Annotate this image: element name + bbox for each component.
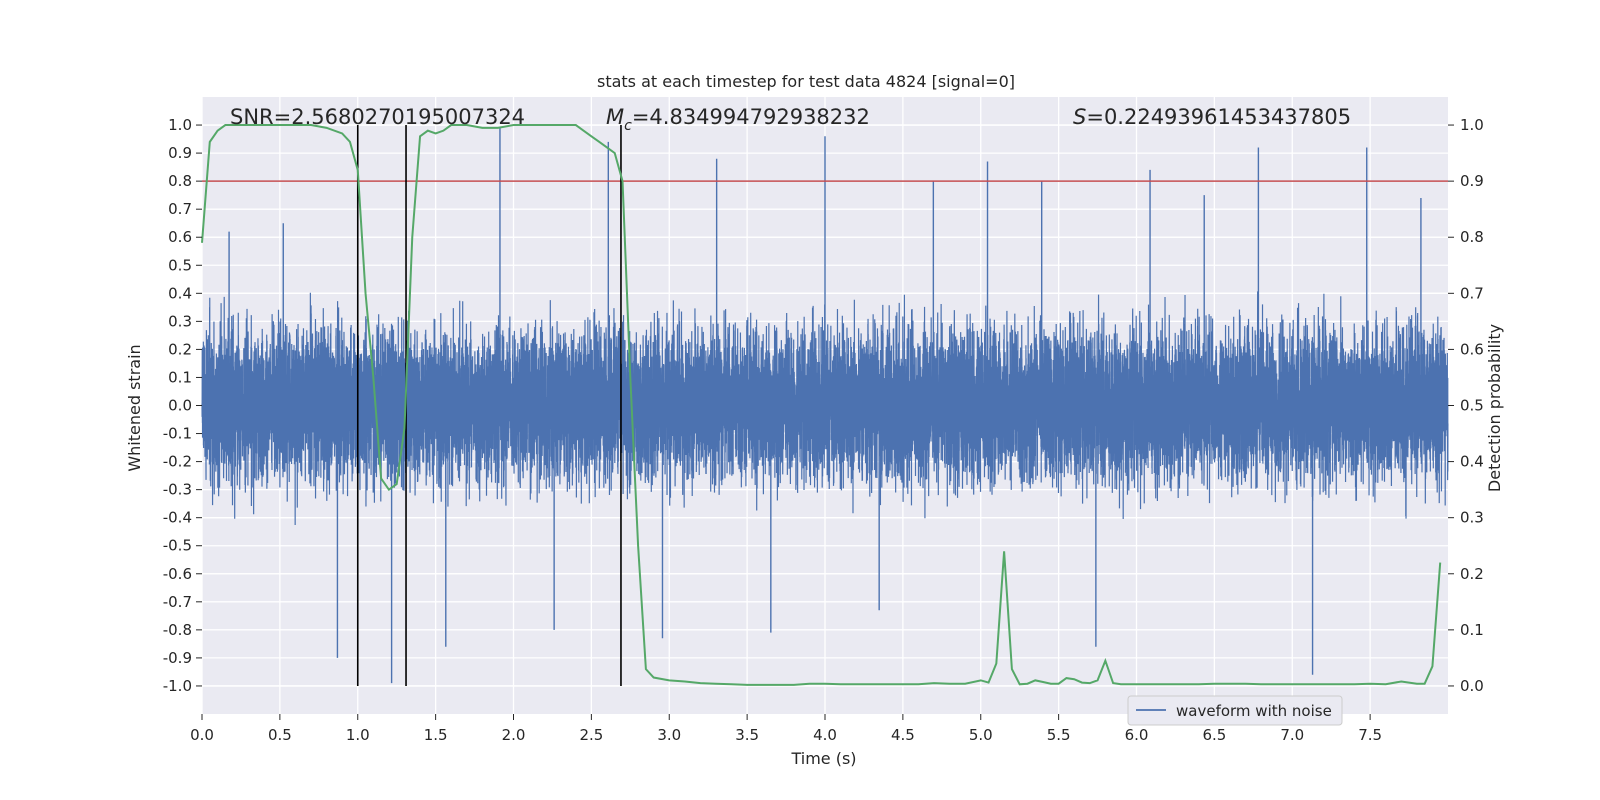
legend-box (1127, 695, 1343, 726)
y-left-tick-label-1: 0.9 (168, 144, 192, 162)
x-tick-label-9: 4.5 (891, 726, 915, 744)
y-left-tick-label-11: -0.1 (163, 425, 192, 443)
x-tick-label-0: 0.0 (190, 726, 214, 744)
x-tick-label-11: 5.5 (1047, 726, 1071, 744)
y-axis-label-left: Whitened strain (125, 344, 144, 471)
y-left-tick-label-9: 0.1 (168, 368, 192, 386)
y-left-tick-label-3: 0.7 (168, 200, 192, 218)
x-tick-label-7: 3.5 (735, 726, 759, 744)
y-left-tick-label-2: 0.8 (168, 172, 192, 190)
y-axis-label-right: Detection probability (1485, 324, 1504, 492)
legend: waveform with noise (1127, 695, 1343, 726)
y-left-tick-label-18: -0.8 (163, 621, 192, 639)
y-right-tick-label-6: 0.4 (1460, 453, 1484, 471)
x-tick-label-8: 4.0 (813, 726, 837, 744)
legend-label-waveform: waveform with noise (1176, 702, 1332, 720)
y-left-tick-label-17: -0.7 (163, 593, 192, 611)
s-statistic-value: =0.22493961453437805 (1086, 105, 1351, 129)
axis-layer: 0.0 0.5 1.0 1.5 2.0 2.5 3.0 3.5 4.0 4.5 5.0 5.5 6.0 6… (163, 116, 1484, 744)
y-right-tick-label-2: 0.8 (1460, 228, 1484, 246)
y-right-tick-label-0: 1.0 (1460, 116, 1484, 134)
y-left-tick-label-16: -0.6 (163, 565, 192, 583)
x-tick-label-10: 5.0 (969, 726, 993, 744)
waveform-layer (201, 127, 1449, 684)
x-tick-label-2: 1.0 (346, 726, 370, 744)
chirp-mass-symbol: M (606, 105, 624, 129)
x-tick-label-6: 3.0 (657, 726, 681, 744)
y-right-tick-label-4: 0.6 (1460, 340, 1484, 358)
chirp-mass-subscript: c (624, 118, 632, 134)
x-tick-label-13: 6.5 (1202, 726, 1226, 744)
x-axis-label: Time (s) (790, 749, 856, 768)
y-right-tick-label-8: 0.2 (1460, 565, 1484, 583)
y-right-tick-label-1: 0.9 (1460, 172, 1484, 190)
y-left-tick-label-10: 0.0 (168, 397, 192, 415)
x-tick-label-4: 2.0 (502, 726, 526, 744)
chart-title: stats at each timestep for test data 482… (597, 72, 1015, 91)
detection-probability-line-0 (201, 124, 1442, 686)
y-right-tick-label-7: 0.3 (1460, 509, 1484, 527)
chirp-mass-value: =4.834994792938232 (632, 105, 870, 129)
x-tick-label-1: 0.5 (268, 726, 292, 744)
y-left-tick-label-4: 0.6 (168, 228, 192, 246)
x-tick-label-15: 7.5 (1358, 726, 1382, 744)
y-left-tick-label-15: -0.5 (163, 537, 192, 555)
y-left-tick-label-12: -0.2 (163, 453, 192, 471)
x-tick-label-3: 1.5 (424, 726, 448, 744)
chirp-mass-annotation: Mc=4.834994792938232 (606, 105, 870, 134)
y-right-tick-label-5: 0.5 (1460, 397, 1484, 415)
y-left-tick-label-19: -0.9 (163, 649, 192, 667)
y-left-tick-label-5: 0.5 (168, 256, 192, 274)
y-left-tick-label-0: 1.0 (168, 116, 192, 134)
s-statistic-annotation: S=0.22493961453437805 (1073, 105, 1351, 129)
y-left-tick-label-20: -1.0 (163, 677, 192, 695)
y-left-tick-label-13: -0.3 (163, 481, 192, 499)
y-right-tick-label-9: 0.1 (1460, 621, 1484, 639)
y-right-tick-label-10: 0.0 (1460, 677, 1484, 695)
y-left-tick-label-7: 0.3 (168, 312, 192, 330)
snr-annotation: SNR=2.5680270195007324 (230, 105, 525, 129)
y-left-tick-label-14: -0.4 (163, 509, 192, 527)
overlay-layer (201, 124, 1448, 686)
y-left-tick-label-6: 0.4 (168, 284, 192, 302)
y-left-tick-label-8: 0.2 (168, 340, 192, 358)
x-tick-label-14: 7.0 (1280, 726, 1304, 744)
s-statistic-symbol: S (1073, 105, 1086, 129)
y-right-tick-label-3: 0.7 (1460, 284, 1484, 302)
x-tick-label-12: 6.0 (1125, 726, 1149, 744)
x-tick-label-5: 2.5 (579, 726, 603, 744)
